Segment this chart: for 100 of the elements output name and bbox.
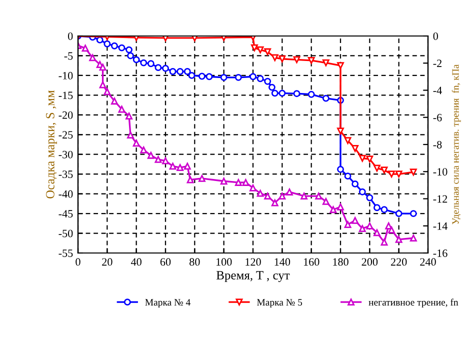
- point: [358, 225, 366, 232]
- point: [278, 192, 286, 200]
- point: [169, 68, 176, 75]
- point: [118, 44, 126, 52]
- point: [126, 112, 133, 120]
- point: [256, 190, 264, 197]
- x-tick-label: 140: [274, 258, 290, 266]
- point: [352, 216, 359, 224]
- y-tick-label: -45: [58, 210, 73, 218]
- point: [330, 206, 337, 214]
- x-tick-label: 220: [390, 258, 407, 266]
- point: [256, 46, 264, 54]
- x-tick-label: 60: [160, 258, 171, 266]
- point: [388, 226, 396, 234]
- point: [110, 98, 118, 105]
- point: [308, 90, 315, 98]
- point: [186, 176, 194, 184]
- point: [395, 170, 402, 178]
- y-tick-label: -10: [58, 72, 73, 80]
- point: [169, 162, 176, 170]
- point: [373, 204, 380, 212]
- point: [250, 44, 258, 52]
- point: [315, 192, 322, 200]
- x-tick-label: 200: [362, 258, 378, 266]
- y-tick-label: -55: [58, 250, 73, 257]
- point: [337, 62, 344, 70]
- y2-tick-label: -16: [433, 249, 448, 257]
- y2-tick-label: 0: [433, 32, 438, 40]
- point: [99, 81, 106, 88]
- y-tick-label: -40: [58, 190, 73, 198]
- point: [337, 166, 344, 173]
- point: [147, 60, 154, 68]
- y-tick-label: -5: [64, 52, 73, 60]
- x-tick-label: 0: [76, 258, 80, 266]
- legend-label: Марка № 4: [145, 299, 190, 308]
- point: [104, 40, 111, 48]
- point: [127, 52, 134, 60]
- point: [127, 132, 134, 138]
- y-tick-label: 0: [68, 32, 73, 40]
- point: [337, 128, 344, 135]
- point: [250, 73, 256, 80]
- point: [140, 59, 148, 66]
- y2-tick-label: -10: [433, 168, 448, 176]
- point: [278, 90, 286, 97]
- point: [118, 106, 126, 113]
- point: [264, 78, 272, 85]
- point: [352, 144, 359, 152]
- point: [410, 234, 417, 242]
- point: [264, 192, 272, 200]
- point: [271, 90, 278, 97]
- point: [220, 178, 228, 185]
- point: [380, 238, 388, 246]
- point: [352, 180, 359, 188]
- point: [395, 210, 402, 218]
- legend-label: негативное трение, fn: [368, 298, 458, 308]
- point: [308, 56, 315, 64]
- point: [358, 154, 366, 162]
- x-tick-label: 180: [333, 258, 348, 266]
- y-tick-label: -25: [58, 131, 73, 139]
- y-tick-label: -20: [58, 111, 73, 119]
- point: [322, 59, 330, 66]
- point: [104, 88, 111, 96]
- point: [126, 46, 133, 54]
- point: [278, 55, 286, 62]
- point: [154, 156, 162, 163]
- y-tick-label: -30: [58, 150, 73, 158]
- x-tick-label: 120: [246, 258, 261, 266]
- point: [268, 84, 276, 91]
- y2-tick-label: -2: [433, 60, 442, 67]
- point: [373, 229, 380, 236]
- y2-tick-label: -12: [433, 195, 448, 203]
- point: [344, 172, 352, 180]
- point: [300, 192, 308, 200]
- y-tick-label: -50: [58, 230, 73, 238]
- point: [198, 72, 206, 80]
- y2-tick-label: -4: [433, 86, 442, 94]
- y-tick-label: -35: [58, 170, 73, 178]
- point: [410, 210, 417, 218]
- point: [366, 222, 374, 230]
- x-tick-label: 100: [216, 258, 232, 266]
- point: [176, 164, 184, 172]
- point: [154, 64, 162, 72]
- point: [293, 90, 300, 98]
- point: [188, 72, 196, 79]
- point: [344, 221, 352, 228]
- point: [132, 140, 140, 147]
- x-tick-label: 20: [102, 258, 112, 266]
- point: [162, 157, 169, 164]
- point: [380, 166, 388, 174]
- point: [96, 36, 104, 44]
- point: [344, 137, 352, 144]
- y2-tick-label: -14: [433, 222, 448, 230]
- y-axis-title: Осадка марки, S ,мм: [46, 90, 57, 198]
- point: [220, 74, 228, 81]
- point: [337, 203, 344, 210]
- point: [234, 74, 242, 81]
- point: [234, 179, 242, 186]
- point: [89, 54, 96, 62]
- x-axis-title: Время, T , сут: [216, 271, 290, 282]
- point: [271, 199, 278, 206]
